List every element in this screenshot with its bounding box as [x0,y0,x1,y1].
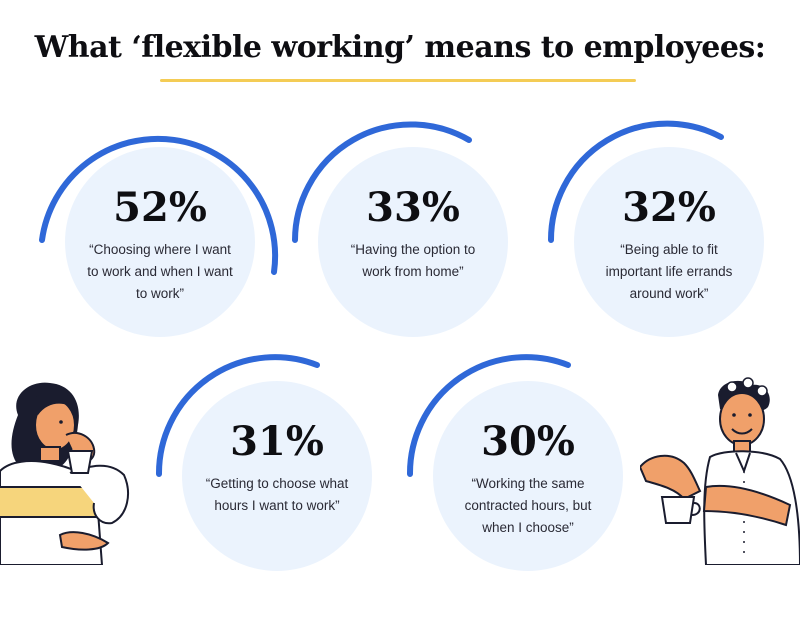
stat-percent: 32% [622,184,716,231]
stat-ring-5 [406,354,571,477]
stat-circle [574,147,764,337]
woman-drinking-coffee-illustration [0,382,129,565]
stat-percent: 30% [481,418,575,465]
stat-percent: 33% [366,184,460,231]
stat-circle [433,381,623,571]
stat-card-5: 30% “Working the same contracted hours, … [406,354,648,596]
stat-description: “Choosing where I want to work and when … [87,242,233,301]
stat-ring-4 [155,354,320,477]
stat-card-3: 32% “Being able to fit important life er… [547,120,789,362]
stat-ring-1 [39,135,279,275]
stat-ring-3 [547,120,724,243]
stat-description: “Having the option to work from home” [350,242,476,279]
man-holding-cup-illustration [640,377,800,565]
stat-circle [182,381,372,571]
stat-description: “Being able to fit important life errand… [605,242,733,301]
stat-description: “Getting to choose what hours I want to … [205,476,349,513]
stat-circle [65,147,255,337]
stat-percent: 31% [230,418,324,465]
stat-card-4: 31% “Getting to choose what hours I want… [155,354,397,596]
page-title: What ‘flexible working’ means to employe… [34,30,766,65]
stat-card-2: 33% “Having the option to work from home… [292,121,533,362]
stat-ring-2 [292,121,472,243]
stat-percent: 52% [113,184,207,231]
stat-description: “Working the same contracted hours, but … [464,476,592,535]
stat-card-1: 52% “Choosing where I want to work and w… [39,122,280,362]
title-underline [160,79,636,82]
stat-circle [318,147,508,337]
